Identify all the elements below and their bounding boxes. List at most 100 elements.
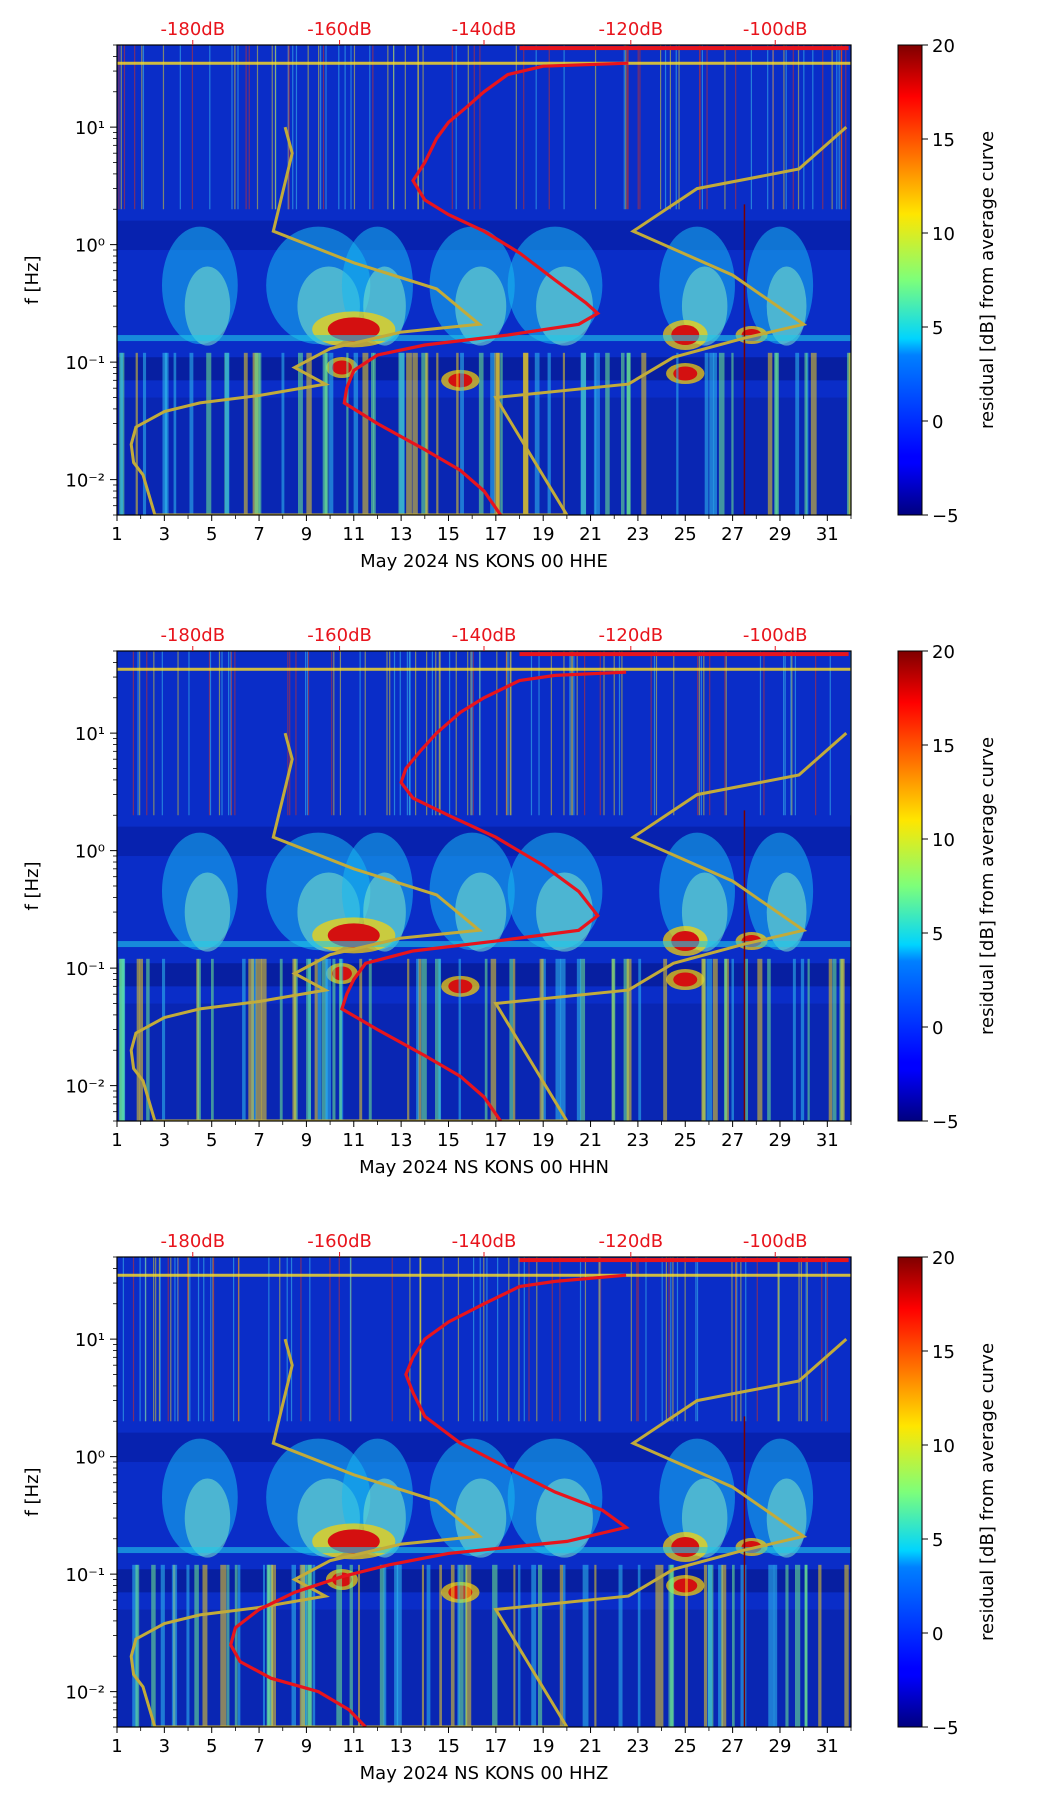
x-tick-label: 19 (532, 1736, 555, 1757)
hf-line (684, 1257, 686, 1422)
transient-streak (349, 1564, 353, 1727)
hf-line (189, 1257, 191, 1422)
transient-streak (663, 958, 668, 1121)
microseism-hotspot (331, 360, 352, 375)
transient-streak (259, 352, 262, 515)
x-tick-label: 3 (159, 1736, 170, 1757)
hf-line (696, 1257, 699, 1422)
transient-streak (242, 958, 246, 1121)
hf-line (467, 45, 469, 210)
x-tick-label: 29 (769, 1736, 792, 1757)
transient-streak (494, 352, 500, 515)
hf-line (408, 651, 411, 816)
x-tick-label: 27 (721, 1736, 744, 1757)
transient-streak (120, 352, 123, 515)
hf-line (230, 651, 233, 816)
transient-streak (804, 1564, 808, 1727)
hf-line (665, 1257, 667, 1422)
hf-line (831, 45, 833, 210)
transient-streak (547, 352, 551, 515)
transient-streak (660, 1564, 664, 1727)
hf-line (238, 1257, 240, 1422)
hf-line (333, 651, 335, 816)
transient-streak (537, 1564, 543, 1727)
hf-line (791, 651, 793, 816)
noise-plume (184, 872, 231, 952)
hf-line (515, 45, 517, 210)
hf-line (372, 45, 374, 210)
hf-line (386, 651, 388, 816)
transient-streak (731, 958, 734, 1121)
hf-line (507, 651, 509, 816)
hf-line (599, 1257, 601, 1422)
transient-streak (560, 958, 566, 1121)
x-axis-label: May 2024 NS KONS 00 HHN (359, 1157, 609, 1178)
x-tick-label: 17 (484, 524, 507, 545)
transient-streak (810, 352, 817, 515)
hf-line (191, 45, 193, 210)
colorbar-tick-label: −5 (932, 506, 959, 527)
hf-line (825, 1257, 827, 1422)
hf-line (467, 651, 469, 816)
hf-line (660, 45, 662, 210)
hf-line (218, 651, 221, 816)
transient-streak (458, 958, 461, 1121)
transient-streak (321, 958, 326, 1121)
transient-streak (421, 1564, 425, 1727)
transient-streak (412, 352, 418, 515)
hf-line (179, 45, 181, 210)
hf-line (798, 1257, 800, 1422)
transient-streak (721, 1564, 727, 1727)
hf-line (821, 1257, 823, 1422)
transient-streak (623, 958, 629, 1121)
hf-line (307, 45, 309, 210)
top-db-label: -180dB (160, 19, 225, 40)
top-db-label: -100dB (743, 625, 808, 646)
x-tick-label: 23 (626, 1130, 649, 1151)
hf-line (208, 651, 211, 816)
transient-streak (418, 958, 422, 1121)
transient-streak (490, 352, 495, 515)
hf-line (289, 651, 291, 816)
hf-line (364, 651, 366, 816)
transient-streak (436, 352, 439, 515)
transient-streak (373, 352, 376, 515)
transient-streak (297, 352, 303, 515)
hf-line (703, 651, 705, 816)
hf-line (309, 1257, 311, 1422)
top-db-label: -180dB (160, 625, 225, 646)
transient-streak (706, 958, 713, 1121)
y-tick-label: 10⁻¹ (65, 959, 105, 980)
x-tick-label: 19 (532, 524, 555, 545)
hf-line (153, 1257, 155, 1422)
y-tick-label: 10¹ (75, 1330, 105, 1351)
hf-line (603, 651, 605, 816)
hf-line (212, 1257, 215, 1422)
x-axis-label: May 2024 NS KONS 00 HHZ (360, 1763, 609, 1784)
hf-line (268, 1257, 270, 1422)
transient-streak (807, 958, 810, 1121)
transient-streak (450, 1564, 455, 1727)
transient-streak (234, 1564, 238, 1727)
hf-line (664, 45, 667, 210)
hf-line (339, 651, 342, 816)
transient-streak (794, 1564, 801, 1727)
hf-line (274, 45, 277, 210)
transient-streak (655, 1564, 661, 1727)
spectrogram-panel: 1 3 5 7 9 11 13 15 17 19 21 23 25 27 29 3110⁻²10⁻¹10⁰10… (22, 625, 998, 1178)
hf-line (626, 45, 628, 210)
transient-streak (492, 1564, 498, 1727)
x-tick-label: 1 (111, 1736, 122, 1757)
transient-streak (460, 352, 464, 515)
top-db-label: -160dB (307, 19, 372, 40)
transient-streak (291, 1564, 296, 1727)
transient-streak (541, 958, 546, 1121)
hf-line (329, 1257, 331, 1422)
top-db-label: -100dB (743, 19, 808, 40)
transient-streak (676, 352, 679, 515)
hf-line (161, 651, 163, 816)
hf-line (672, 1257, 674, 1422)
transient-streak (271, 1564, 276, 1727)
hf-line (120, 45, 122, 210)
top-db-label: -100dB (743, 1231, 808, 1252)
